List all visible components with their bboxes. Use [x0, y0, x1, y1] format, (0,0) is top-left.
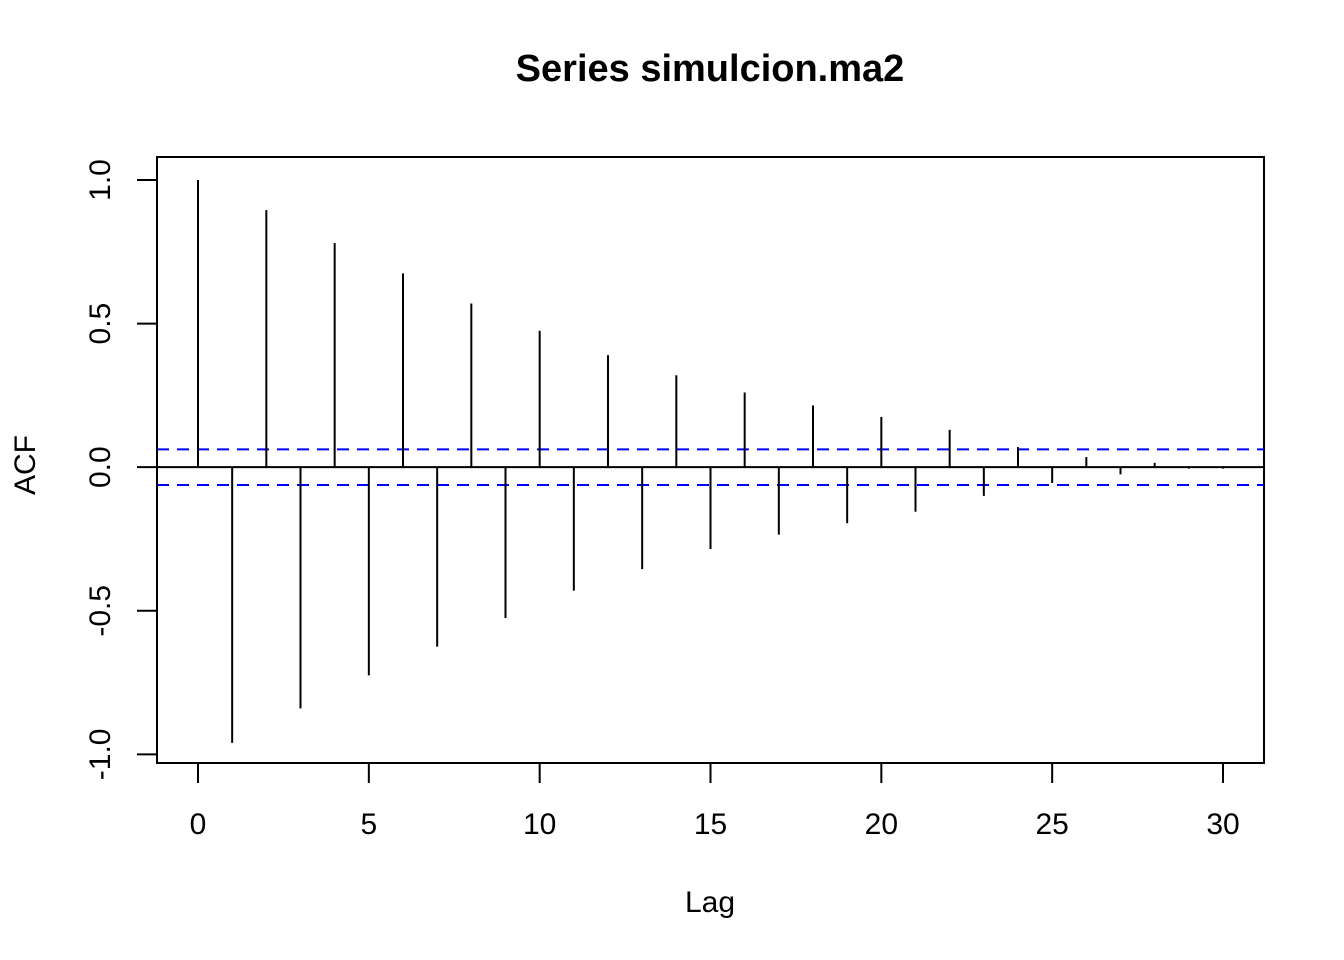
x-axis-label: Lag	[685, 886, 735, 919]
y-tick-label-0: -1.0	[84, 729, 117, 781]
y-axis-label: ACF	[9, 435, 42, 495]
plot-frame	[156, 156, 1265, 764]
x-tick-label-15: 15	[694, 808, 727, 841]
plot-area: 0 5 10 15 20 25 30 -1.0 -0.5 0.0 0.5 1.0	[84, 156, 1265, 841]
y-tick-label-4: 1.0	[84, 159, 117, 201]
chart-title: Series simulcion.ma2	[516, 48, 905, 90]
x-tick-label-25: 25	[1035, 808, 1068, 841]
y-tick-label-2: 0.0	[84, 446, 117, 488]
x-tick-label-0: 0	[190, 808, 207, 841]
x-tick-label-10: 10	[523, 808, 556, 841]
x-tick-label-30: 30	[1206, 808, 1239, 841]
y-tick-label-1: -0.5	[84, 585, 117, 637]
y-tick-label-3: 0.5	[84, 303, 117, 345]
x-tick-label-20: 20	[865, 808, 898, 841]
x-tick-label-5: 5	[360, 808, 377, 841]
